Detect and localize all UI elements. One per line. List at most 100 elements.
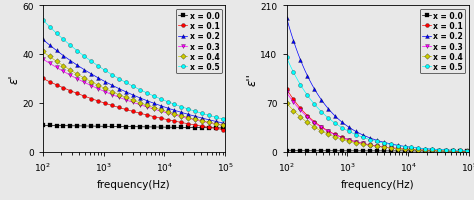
Y-axis label: ε'': ε'' — [246, 73, 259, 85]
x = 0.3 — [148, 108, 154, 110]
Line: x = 0.0: x = 0.0 — [41, 124, 228, 130]
x = 0.2 — [222, 123, 228, 125]
x = 0.4 — [284, 102, 290, 105]
x = 0.2 — [40, 39, 46, 41]
Line: x = 0.1: x = 0.1 — [41, 77, 228, 132]
x = 0.4 — [395, 148, 401, 150]
x = 0.5 — [395, 145, 401, 147]
x = 0.0 — [151, 126, 156, 129]
x = 0.2 — [446, 149, 451, 152]
x = 0.5 — [284, 57, 290, 59]
x = 0.0 — [148, 126, 154, 128]
x = 0.1 — [158, 117, 164, 120]
x = 0.3 — [446, 150, 451, 152]
x = 0.0 — [202, 127, 208, 129]
x = 0.0 — [409, 150, 414, 152]
x = 0.2 — [164, 107, 170, 110]
x = 0.5 — [365, 138, 370, 140]
x = 0.5 — [222, 119, 228, 121]
X-axis label: frequency(Hz): frequency(Hz) — [341, 179, 415, 189]
Legend: x = 0.0, x = 0.1, x = 0.2, x = 0.3, x = 0.4, x = 0.5: x = 0.0, x = 0.1, x = 0.2, x = 0.3, x = … — [176, 10, 221, 74]
x = 0.1 — [202, 126, 208, 128]
Line: x = 0.2: x = 0.2 — [41, 38, 228, 126]
x = 0.2 — [284, 17, 290, 20]
x = 0.3 — [40, 58, 46, 61]
x = 0.3 — [222, 125, 228, 127]
x = 0.1 — [222, 129, 228, 131]
x = 0.3 — [365, 143, 370, 146]
x = 0.5 — [151, 95, 156, 98]
x = 0.0 — [466, 150, 472, 152]
x = 0.5 — [446, 149, 451, 151]
x = 0.0 — [164, 126, 170, 129]
x = 0.4 — [222, 125, 228, 127]
x = 0.2 — [121, 90, 127, 93]
x = 0.0 — [158, 126, 164, 129]
Text: (b): (b) — [369, 199, 387, 200]
x = 0.1 — [151, 116, 156, 118]
x = 0.5 — [202, 113, 208, 116]
x = 0.1 — [148, 115, 154, 118]
x = 0.4 — [466, 150, 472, 153]
x = 0.4 — [148, 106, 154, 108]
x = 0.4 — [151, 107, 156, 109]
x = 0.0 — [392, 150, 398, 152]
x = 0.5 — [409, 146, 414, 149]
Line: x = 0.4: x = 0.4 — [41, 50, 228, 128]
x = 0.4 — [202, 121, 208, 123]
x = 0.0 — [121, 126, 127, 128]
x = 0.1 — [392, 147, 398, 150]
Line: x = 0.0: x = 0.0 — [284, 149, 471, 153]
x = 0.0 — [401, 150, 407, 152]
x = 0.3 — [395, 147, 401, 150]
x = 0.2 — [158, 105, 164, 107]
x = 0.4 — [446, 150, 451, 152]
x = 0.4 — [409, 149, 414, 151]
x = 0.4 — [401, 148, 407, 151]
Line: x = 0.5: x = 0.5 — [41, 19, 228, 122]
x = 0.2 — [365, 136, 370, 138]
x = 0.1 — [446, 150, 451, 152]
x = 0.3 — [151, 108, 156, 111]
x = 0.4 — [392, 147, 398, 150]
x = 0.2 — [202, 118, 208, 120]
x = 0.4 — [158, 109, 164, 111]
x = 0.2 — [395, 144, 401, 147]
x = 0.2 — [148, 102, 154, 104]
Legend: x = 0.0, x = 0.1, x = 0.2, x = 0.3, x = 0.4, x = 0.5: x = 0.0, x = 0.1, x = 0.2, x = 0.3, x = … — [419, 10, 465, 74]
x = 0.3 — [121, 98, 127, 101]
x = 0.5 — [466, 150, 472, 152]
Y-axis label: ε': ε' — [8, 74, 21, 84]
x = 0.1 — [121, 108, 127, 110]
x = 0.0 — [40, 125, 46, 127]
x = 0.3 — [164, 112, 170, 115]
x = 0.5 — [164, 101, 170, 103]
x = 0.4 — [121, 96, 127, 98]
x = 0.5 — [40, 19, 46, 22]
Line: x = 0.1: x = 0.1 — [284, 87, 471, 153]
x = 0.5 — [148, 94, 154, 97]
x = 0.5 — [121, 81, 127, 83]
x = 0.1 — [401, 148, 407, 150]
x = 0.1 — [40, 78, 46, 80]
x = 0.1 — [395, 147, 401, 150]
x = 0.4 — [40, 51, 46, 53]
x = 0.0 — [365, 150, 370, 152]
Line: x = 0.3: x = 0.3 — [41, 58, 228, 128]
Line: x = 0.5: x = 0.5 — [284, 56, 471, 153]
x = 0.3 — [409, 148, 414, 151]
X-axis label: frequency(Hz): frequency(Hz) — [97, 179, 171, 189]
x = 0.1 — [365, 143, 370, 146]
Text: (a): (a) — [125, 199, 143, 200]
x = 0.2 — [151, 102, 156, 105]
x = 0.4 — [164, 111, 170, 113]
x = 0.1 — [164, 119, 170, 121]
x = 0.0 — [284, 150, 290, 152]
x = 0.2 — [401, 145, 407, 148]
Line: x = 0.3: x = 0.3 — [284, 91, 471, 153]
x = 0.3 — [392, 147, 398, 150]
x = 0.3 — [466, 150, 472, 153]
x = 0.3 — [401, 148, 407, 150]
x = 0.1 — [409, 149, 414, 151]
x = 0.0 — [222, 127, 228, 130]
